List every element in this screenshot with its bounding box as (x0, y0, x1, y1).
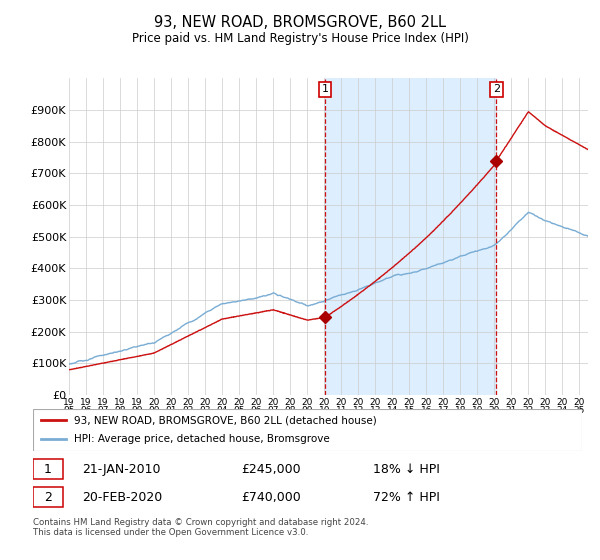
Bar (33, 487, 63, 507)
Bar (33, 459, 63, 479)
Text: 93, NEW ROAD, BROMSGROVE, B60 2LL (detached house): 93, NEW ROAD, BROMSGROVE, B60 2LL (detac… (74, 415, 377, 425)
Text: 20-FEB-2020: 20-FEB-2020 (82, 491, 163, 504)
Text: 1: 1 (322, 85, 329, 95)
Text: £245,000: £245,000 (242, 463, 301, 476)
Text: 2: 2 (493, 85, 500, 95)
Text: HPI: Average price, detached house, Bromsgrove: HPI: Average price, detached house, Brom… (74, 435, 330, 445)
Text: 72% ↑ HPI: 72% ↑ HPI (373, 491, 440, 504)
Text: £740,000: £740,000 (242, 491, 301, 504)
Text: 18% ↓ HPI: 18% ↓ HPI (373, 463, 440, 476)
Text: 1: 1 (44, 463, 52, 476)
Text: Contains HM Land Registry data © Crown copyright and database right 2024.
This d: Contains HM Land Registry data © Crown c… (33, 518, 368, 538)
Text: 93, NEW ROAD, BROMSGROVE, B60 2LL: 93, NEW ROAD, BROMSGROVE, B60 2LL (154, 15, 446, 30)
Bar (325, 78, 496, 395)
Text: 2: 2 (44, 491, 52, 504)
Text: 21-JAN-2010: 21-JAN-2010 (82, 463, 161, 476)
Text: Price paid vs. HM Land Registry's House Price Index (HPI): Price paid vs. HM Land Registry's House … (131, 32, 469, 45)
